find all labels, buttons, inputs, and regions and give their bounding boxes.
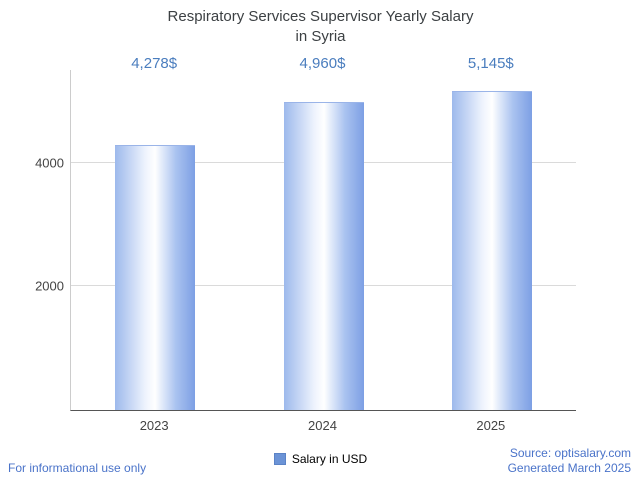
bar-value-label: 5,145$ xyxy=(467,55,514,72)
bar-2024[interactable] xyxy=(283,102,364,410)
y-axis-ticks: 2000 4000 xyxy=(0,0,64,481)
chart-title-line2: in Syria xyxy=(295,27,346,45)
bar-value-label: 4,278$ xyxy=(131,55,178,72)
bar-value-labels: 4,278$ 4,960$ 5,145$ xyxy=(70,55,575,75)
chart-title-line1: Respiratory Services Supervisor Yearly S… xyxy=(167,8,474,25)
x-axis-label: 2023 xyxy=(139,418,169,433)
bar-value-label: 4,960$ xyxy=(299,55,346,72)
bar-2025[interactable] xyxy=(451,90,532,410)
source-block: Source: optisalary.com Generated March 2… xyxy=(508,446,631,477)
legend: Salary in USD xyxy=(0,452,641,466)
y-tick-label: 4000 xyxy=(35,155,64,171)
legend-swatch-icon xyxy=(273,453,286,465)
legend-label: Salary in USD xyxy=(291,452,368,466)
source-link[interactable]: Source: optisalary.com xyxy=(509,445,631,460)
generated-date: Generated March 2025 xyxy=(507,461,631,476)
x-axis-label: 2025 xyxy=(476,418,506,433)
disclaimer-text: For informational use only xyxy=(8,461,147,475)
x-axis-label: 2024 xyxy=(308,418,337,433)
y-tick-label: 2000 xyxy=(35,278,64,294)
x-axis-labels: 2023 2024 2025 xyxy=(70,418,575,433)
chart-title: Respiratory Services Supervisor Yearly S… xyxy=(0,7,641,46)
bar-2023[interactable] xyxy=(115,144,196,410)
plot-area xyxy=(70,70,576,411)
